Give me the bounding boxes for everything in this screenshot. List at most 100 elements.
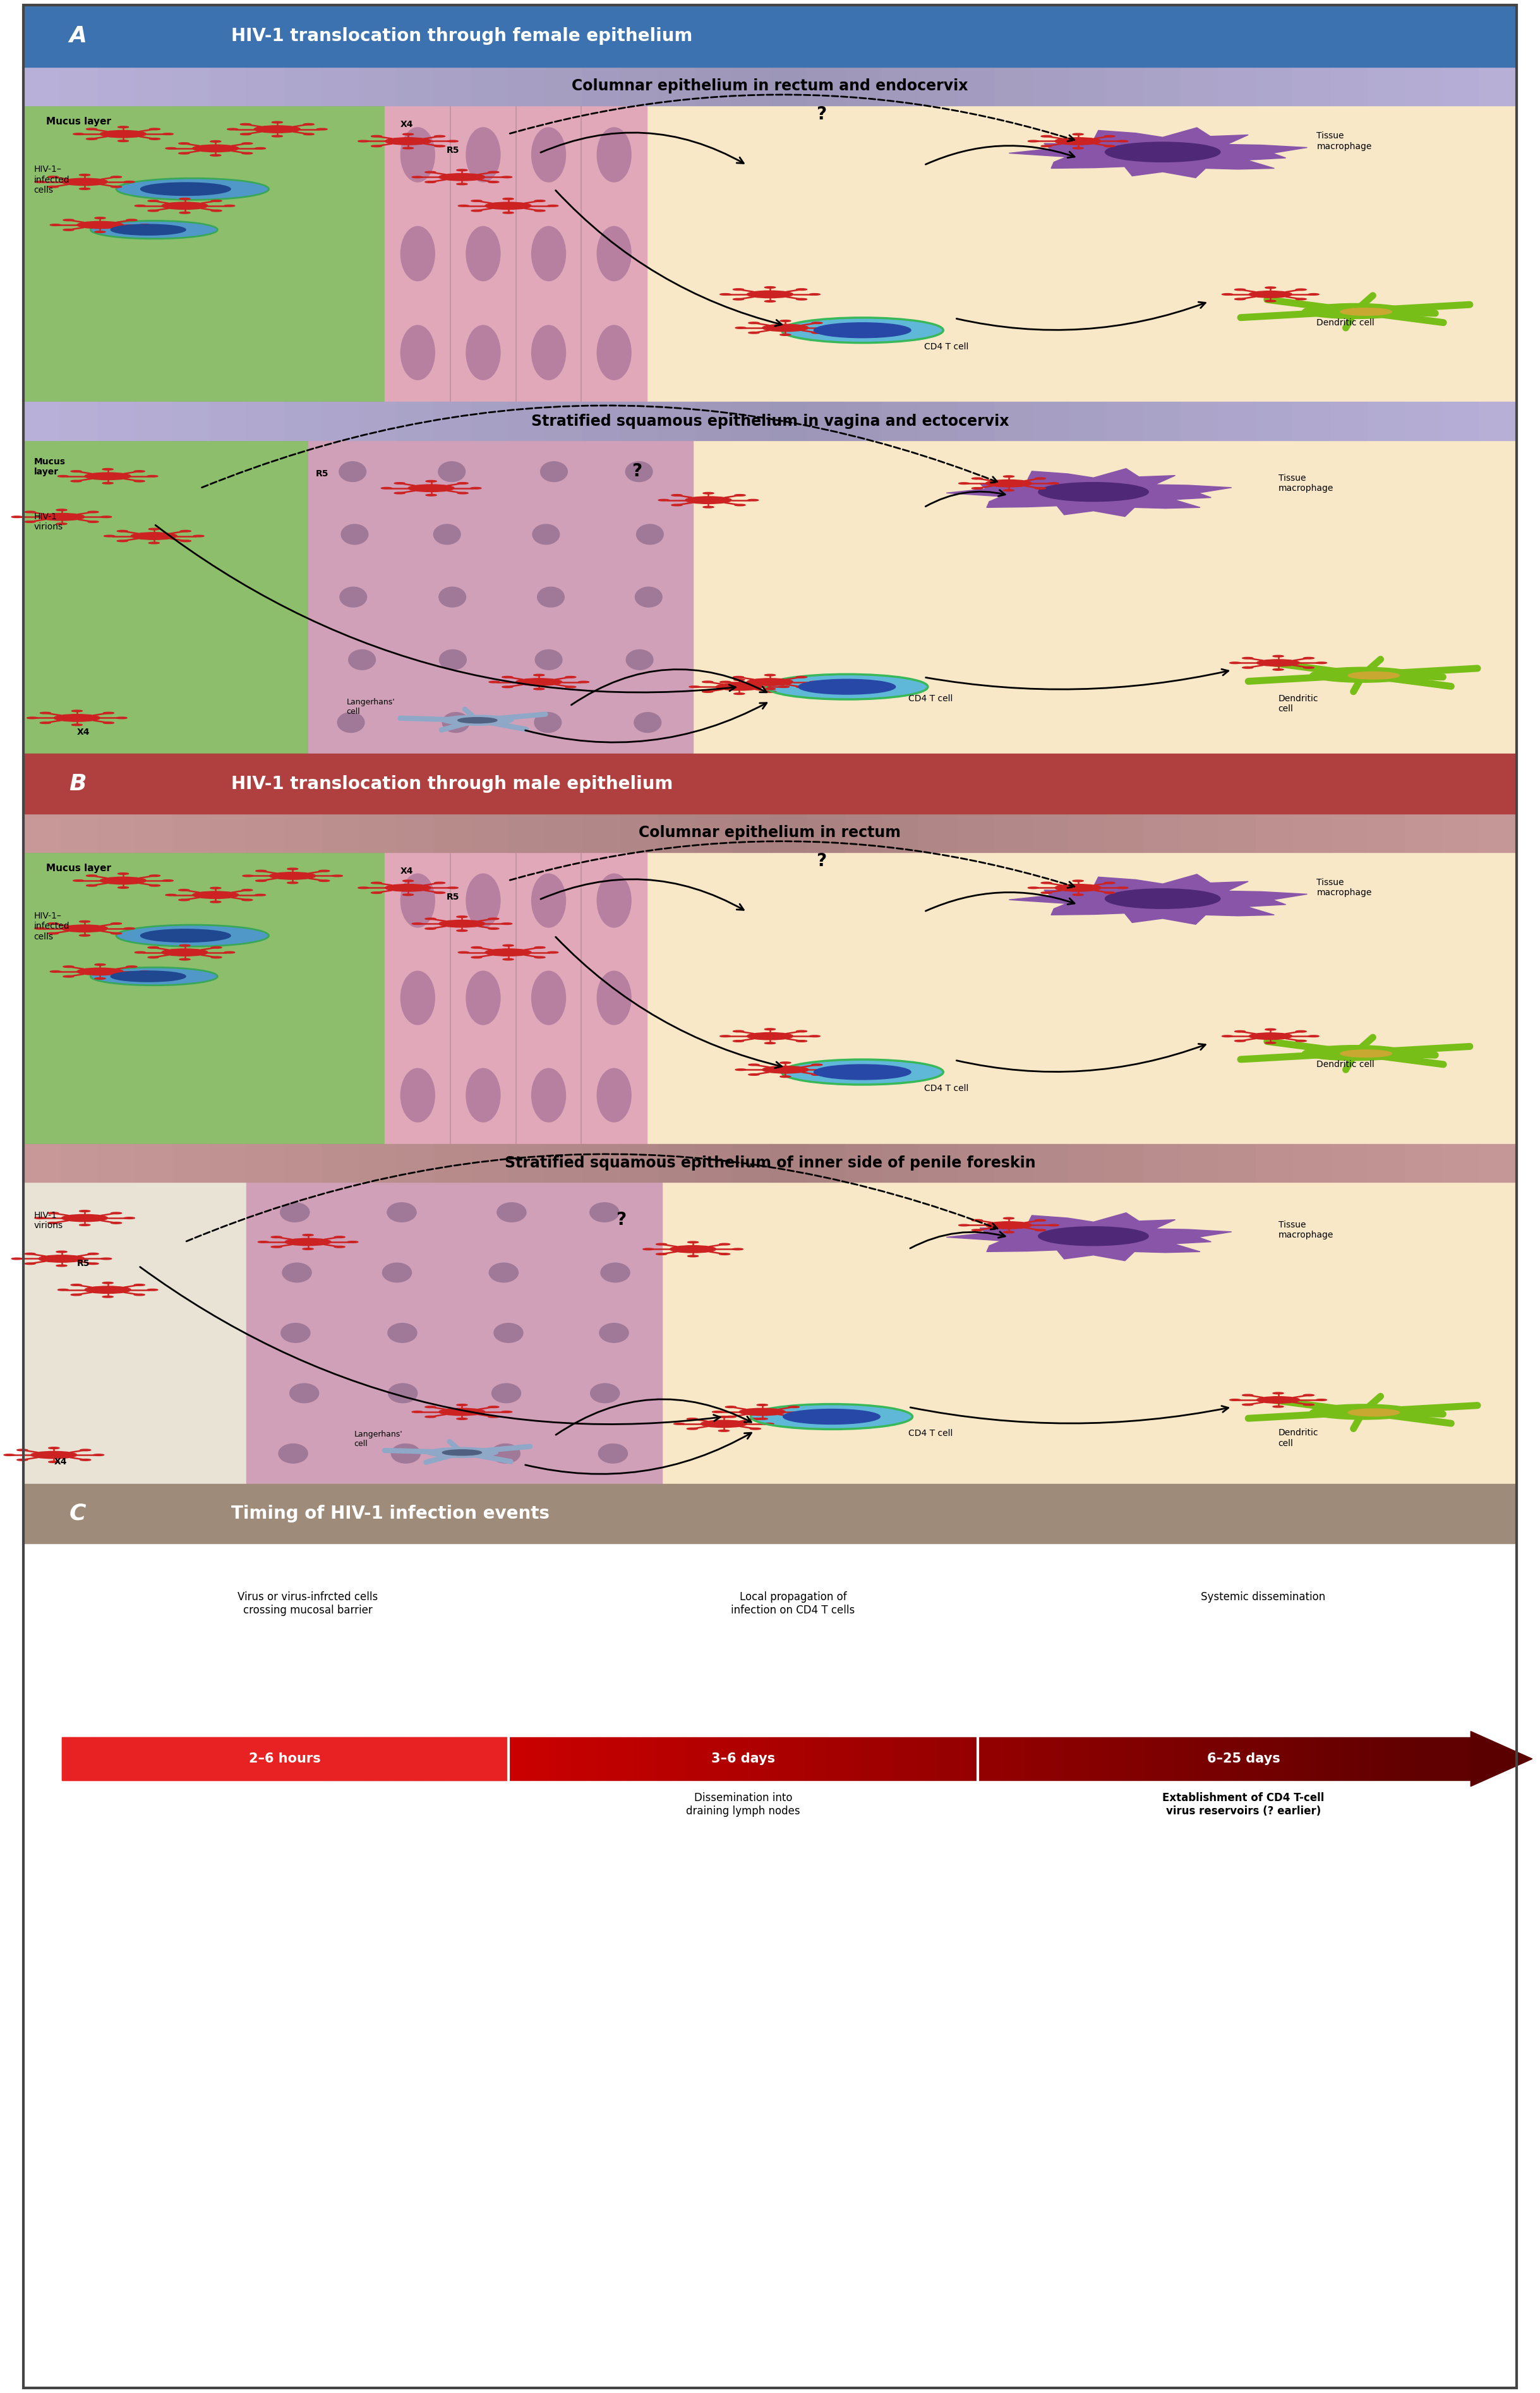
Ellipse shape [607, 574, 691, 620]
Bar [494, 1737, 501, 1780]
Bar [530, 1737, 536, 1780]
Circle shape [781, 318, 942, 342]
Bar [1026, 1737, 1032, 1780]
Text: Tissue
macrophage: Tissue macrophage [1317, 132, 1372, 151]
Bar [1266, 1737, 1274, 1780]
Bar [1106, 814, 1143, 852]
Bar [60, 814, 99, 852]
Ellipse shape [568, 1311, 659, 1354]
Bar [1331, 1144, 1368, 1182]
Ellipse shape [598, 1067, 631, 1122]
Ellipse shape [340, 586, 367, 608]
Bar [285, 814, 322, 852]
Bar [1181, 814, 1218, 852]
Bar [1173, 1737, 1181, 1780]
Bar [1106, 1144, 1143, 1182]
Ellipse shape [348, 651, 376, 670]
Circle shape [162, 950, 208, 955]
Ellipse shape [467, 972, 500, 1024]
Bar [1146, 1737, 1152, 1780]
Ellipse shape [1311, 668, 1415, 682]
Bar [956, 814, 995, 852]
Circle shape [747, 680, 793, 684]
Ellipse shape [465, 1189, 557, 1235]
Ellipse shape [382, 1264, 411, 1283]
Ellipse shape [491, 1443, 521, 1462]
Ellipse shape [400, 227, 434, 280]
Bar [359, 67, 396, 105]
Polygon shape [947, 1213, 1232, 1261]
Ellipse shape [140, 928, 231, 943]
Ellipse shape [457, 718, 497, 723]
Ellipse shape [625, 462, 653, 481]
Circle shape [62, 926, 108, 931]
Bar [1018, 1737, 1026, 1780]
Bar [23, 1182, 246, 1484]
Bar [246, 402, 285, 440]
Bar [855, 1737, 862, 1780]
Bar [707, 1737, 713, 1780]
Bar [1323, 1737, 1329, 1780]
Ellipse shape [320, 637, 405, 684]
Bar [1331, 814, 1368, 852]
Circle shape [762, 1067, 808, 1072]
Bar [62, 1737, 508, 1780]
Ellipse shape [511, 447, 596, 495]
Bar [1096, 1737, 1103, 1780]
Bar [388, 1737, 394, 1780]
Bar [408, 1737, 416, 1780]
Bar [890, 1737, 898, 1780]
Text: HIV-1 translocation through female epithelium: HIV-1 translocation through female epith… [231, 26, 693, 45]
Bar [579, 1737, 585, 1780]
Bar [1075, 1737, 1081, 1780]
Bar [862, 1737, 869, 1780]
Ellipse shape [442, 716, 513, 725]
Bar [69, 1737, 75, 1780]
Bar [770, 402, 807, 440]
Bar [359, 402, 396, 440]
Ellipse shape [494, 1323, 524, 1342]
Bar [359, 1737, 367, 1780]
Text: A: A [69, 26, 86, 45]
Ellipse shape [462, 1311, 554, 1354]
Bar [926, 1737, 933, 1780]
Bar [1069, 402, 1106, 440]
Ellipse shape [387, 1204, 416, 1223]
Bar [231, 1737, 239, 1780]
Bar [1429, 1737, 1435, 1780]
Bar [1069, 814, 1106, 852]
Ellipse shape [507, 637, 591, 684]
Bar [172, 67, 209, 105]
Bar [1368, 1144, 1404, 1182]
Text: R5: R5 [447, 146, 459, 156]
Bar [385, 105, 647, 402]
Bar [1404, 67, 1441, 105]
Bar [168, 1737, 176, 1780]
Bar [956, 67, 995, 105]
Bar [1309, 1737, 1315, 1780]
Bar [508, 402, 545, 440]
Bar [1004, 1737, 1010, 1780]
Bar [353, 1737, 359, 1780]
Text: Dissemination into
draining lymph nodes: Dissemination into draining lymph nodes [685, 1792, 801, 1816]
Bar [1368, 67, 1404, 105]
Circle shape [516, 680, 562, 684]
Ellipse shape [491, 1383, 521, 1402]
Ellipse shape [439, 651, 467, 670]
Bar [1441, 1144, 1480, 1182]
Ellipse shape [531, 227, 565, 280]
Text: Mucus layer: Mucus layer [46, 864, 111, 873]
Bar [1124, 1737, 1132, 1780]
Text: C: C [69, 1503, 86, 1524]
Text: Stratified squamous epithelium of inner side of penile foreskin: Stratified squamous epithelium of inner … [505, 1156, 1035, 1170]
Bar [322, 814, 359, 852]
Ellipse shape [531, 325, 565, 380]
Bar [1143, 814, 1181, 852]
Bar [614, 1737, 621, 1780]
Bar [282, 1737, 288, 1780]
Ellipse shape [567, 1431, 659, 1476]
Bar [1415, 1737, 1421, 1780]
Bar [770, 67, 807, 105]
Bar [396, 67, 434, 105]
Ellipse shape [357, 1371, 448, 1417]
